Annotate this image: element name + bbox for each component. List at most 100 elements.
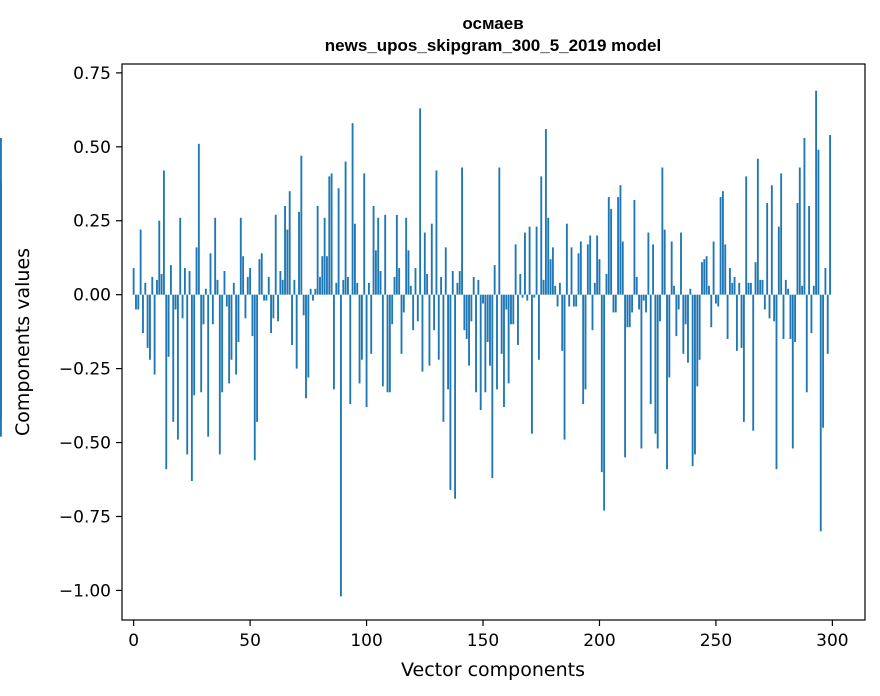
bar xyxy=(176,294,179,440)
bar xyxy=(698,294,701,360)
bar xyxy=(137,294,140,310)
bar xyxy=(572,294,575,307)
x-tick-label: 150 xyxy=(467,631,499,651)
y-tick-label: 0.25 xyxy=(73,212,111,232)
bar xyxy=(749,282,752,295)
bar xyxy=(374,250,377,295)
bar xyxy=(735,294,738,351)
bar xyxy=(514,244,517,295)
bar xyxy=(395,214,398,295)
y-axis-label: Components values xyxy=(12,248,34,436)
bar xyxy=(759,279,762,295)
bar xyxy=(179,217,182,295)
bar xyxy=(0,247,2,295)
bar xyxy=(0,294,2,363)
bar xyxy=(484,294,487,393)
bar xyxy=(542,279,545,295)
bar xyxy=(267,276,270,295)
bar xyxy=(558,282,561,295)
bar xyxy=(344,161,347,295)
bar xyxy=(768,294,771,319)
bar xyxy=(433,294,436,331)
bar xyxy=(286,229,289,295)
bar xyxy=(638,294,640,310)
bar xyxy=(607,197,610,295)
bar xyxy=(640,294,643,449)
chart-title-line1: осмаев xyxy=(462,14,523,33)
bar xyxy=(770,185,773,295)
bar xyxy=(372,205,375,295)
bar xyxy=(298,211,300,295)
bar xyxy=(528,226,531,295)
bar xyxy=(628,294,631,328)
bar xyxy=(242,256,245,295)
y-tick-label: 0.00 xyxy=(73,286,111,306)
bar xyxy=(680,232,682,295)
bar xyxy=(468,294,470,366)
bar xyxy=(794,294,797,342)
bar xyxy=(0,294,2,437)
bar xyxy=(712,241,715,295)
bar xyxy=(521,294,524,298)
bar xyxy=(419,108,422,295)
bar xyxy=(202,294,205,325)
bar xyxy=(186,294,189,455)
bar xyxy=(246,276,249,295)
bar xyxy=(621,241,624,295)
bar xyxy=(221,294,224,393)
bar xyxy=(302,294,305,316)
bar xyxy=(773,294,776,322)
bar xyxy=(689,288,692,295)
bar xyxy=(323,217,326,295)
bar xyxy=(503,294,505,408)
bar xyxy=(209,253,212,295)
bar xyxy=(225,294,228,307)
bar xyxy=(235,294,238,375)
bar xyxy=(360,294,363,360)
bar xyxy=(284,205,286,295)
bar xyxy=(756,158,759,295)
bar xyxy=(645,294,647,313)
bar xyxy=(335,282,338,295)
bar xyxy=(652,244,654,295)
bar xyxy=(214,217,217,295)
bar xyxy=(810,294,813,334)
bar xyxy=(160,273,163,295)
bar xyxy=(584,294,587,390)
bar xyxy=(218,294,221,455)
bar xyxy=(356,282,359,295)
bar xyxy=(612,294,615,313)
bar xyxy=(766,203,769,295)
bar xyxy=(277,294,279,322)
bar xyxy=(482,294,484,304)
bar xyxy=(228,294,231,384)
bar xyxy=(370,294,373,354)
bar xyxy=(819,294,822,532)
bar xyxy=(631,294,634,313)
bar xyxy=(295,294,298,369)
bar xyxy=(162,170,165,295)
y-tick-label: −0.25 xyxy=(59,360,111,380)
bar xyxy=(249,268,252,295)
bar xyxy=(423,232,426,295)
bar xyxy=(330,173,333,295)
y-tick-label: 0.50 xyxy=(73,138,111,158)
bar xyxy=(721,191,724,295)
bar xyxy=(694,294,696,455)
bar xyxy=(142,294,144,334)
bar xyxy=(526,294,529,301)
bar xyxy=(547,217,550,295)
bar xyxy=(270,294,272,334)
bar xyxy=(512,294,515,325)
bar xyxy=(605,273,608,295)
bar xyxy=(496,294,498,390)
bar xyxy=(367,282,370,295)
bar xyxy=(747,282,750,295)
bar xyxy=(719,197,722,295)
bar xyxy=(507,294,510,384)
bar xyxy=(742,294,745,422)
bar xyxy=(805,294,808,393)
x-tick-label: 250 xyxy=(700,631,732,651)
bar xyxy=(365,294,368,408)
bar xyxy=(500,294,503,354)
